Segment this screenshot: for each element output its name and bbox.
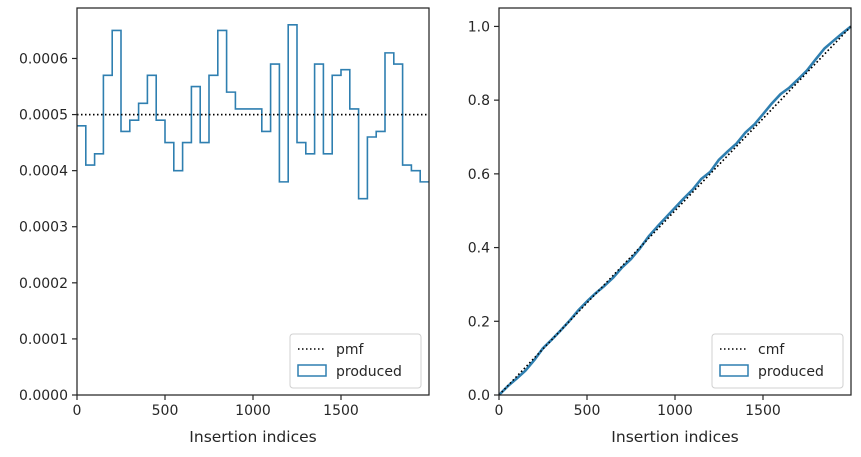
left-xtick-label-2: 1000 [235, 403, 271, 419]
left-ytick-label-0: 0.0000 [19, 388, 68, 404]
left-ytick-label-1: 0.0001 [19, 332, 68, 348]
left-xtick-label-3: 1500 [323, 403, 359, 419]
left-series-produced-step [77, 24, 429, 200]
right-ytick-label-5: 1.0 [468, 19, 490, 35]
left-legend-label-pmf: pmf [336, 342, 365, 358]
right-x-axis-label: Insertion indices [611, 428, 738, 446]
left-legend: pmf produced [289, 333, 422, 389]
right-ytick-label-3: 0.6 [468, 167, 490, 183]
left-legend-box [289, 333, 422, 389]
left-plot: 0 500 1000 1500 0.0000 0.0001 0.0002 0.0003 0.00… [19, 7, 430, 446]
right-xtick-label-3: 1500 [745, 403, 781, 419]
right-legend-label-cmf: cmf [758, 342, 785, 358]
left-ytick-label-4: 0.0004 [19, 164, 68, 180]
right-series-cmf-overlay [498, 25, 852, 396]
right-xtick-label-0: 0 [495, 403, 504, 419]
right-ytick-label-4: 0.8 [468, 93, 490, 109]
right-legend: cmf produced [711, 333, 844, 389]
left-xtick-label-1: 500 [152, 403, 179, 419]
left-ytick-label-5: 0.0005 [19, 108, 68, 124]
right-plot: 0 500 1000 1500 0.0 0.2 0.4 0.6 0.8 1.0 Insertion … [468, 7, 852, 446]
right-ytick-label-0: 0.0 [468, 388, 490, 404]
right-xtick-label-1: 500 [574, 403, 601, 419]
right-legend-label-produced: produced [758, 364, 824, 380]
left-legend-swatch-produced [297, 364, 327, 377]
right-ytick-label-1: 0.2 [468, 314, 490, 330]
left-ytick-label-3: 0.0003 [19, 220, 68, 236]
left-xtick-label-0: 0 [73, 403, 82, 419]
left-ytick-label-2: 0.0002 [19, 276, 68, 292]
left-ytick-label-6: 0.0006 [19, 51, 68, 67]
left-legend-label-produced: produced [336, 364, 402, 380]
right-legend-swatch-produced [719, 364, 749, 377]
right-xtick-label-2: 1000 [657, 403, 693, 419]
left-x-axis-label: Insertion indices [189, 428, 316, 446]
right-ytick-label-2: 0.4 [468, 241, 490, 257]
right-legend-box [711, 333, 844, 389]
